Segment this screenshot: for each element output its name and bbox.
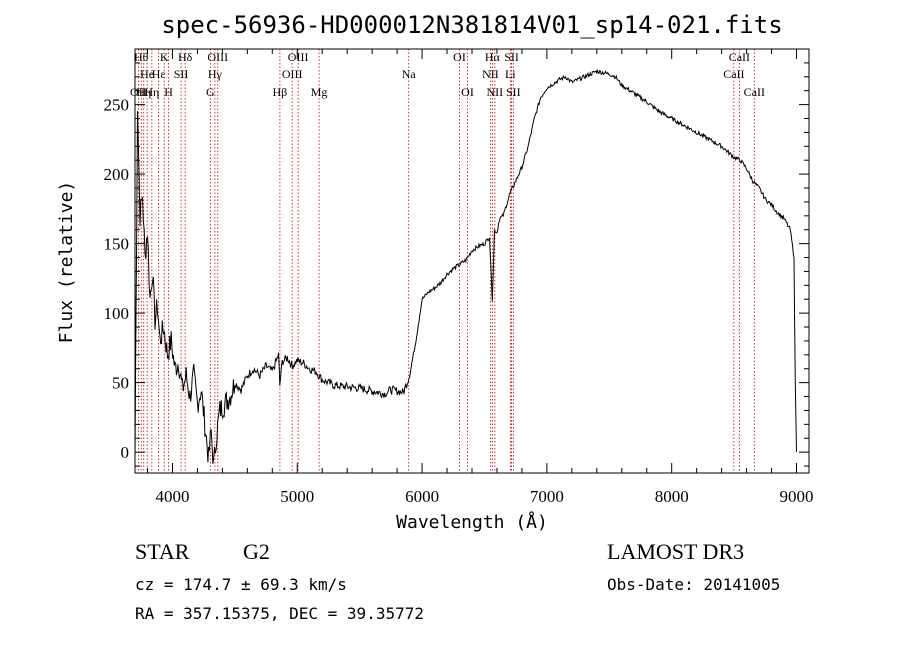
line-marker-label: OIII	[282, 67, 303, 81]
line-marker-label: NII	[482, 67, 499, 81]
line-marker-label: H	[164, 85, 173, 99]
line-marker-label: CaII	[723, 67, 744, 81]
line-marker-label: Hη	[144, 85, 159, 99]
spectrum-series-line	[134, 68, 797, 464]
line-marker-label: OII	[130, 85, 147, 99]
line-marker-label: OIII	[288, 50, 309, 64]
line-marker-label: OI	[453, 50, 466, 64]
line-marker-label: K	[160, 50, 169, 64]
line-marker-label: Li	[505, 67, 516, 81]
line-marker-label: CaII	[744, 85, 765, 99]
spectral-line-markers	[137, 49, 755, 473]
observation-date: Obs-Date: 20141005	[607, 575, 780, 594]
line-marker-label: NII	[487, 85, 504, 99]
line-marker-label: Hγ	[208, 67, 223, 81]
y-tick-label: 200	[104, 165, 130, 184]
y-axis-label: Flux (relative)	[56, 181, 77, 344]
y-tick-label: 0	[121, 443, 130, 462]
redshift-velocity: cz = 174.7 ± 69.3 km/s	[135, 575, 347, 594]
x-tick-label: 9000	[780, 487, 814, 506]
line-marker-label: Hε	[152, 67, 166, 81]
object-class: STAR	[135, 539, 190, 564]
line-marker-label: G	[206, 85, 215, 99]
survey-name: LAMOST DR3	[607, 539, 744, 564]
y-tick-label: 100	[104, 304, 130, 323]
line-marker-label: Na	[402, 67, 417, 81]
line-marker-label: Hβ	[273, 85, 288, 99]
line-marker-label: SII	[504, 50, 519, 64]
y-tick-label: 250	[104, 96, 130, 115]
line-marker-label: CaII	[729, 50, 750, 64]
line-marker-label: Hα	[485, 50, 501, 64]
x-tick-label: 8000	[655, 487, 689, 506]
chart-title: spec-56936-HD000012N381814V01_sp14-021.f…	[161, 11, 782, 39]
line-marker-label: OIII	[207, 50, 228, 64]
line-marker-label: OI	[461, 85, 474, 99]
y-tick-label: 150	[104, 235, 130, 254]
x-axis-label: Wavelength (Å)	[396, 511, 548, 533]
object-subclass: G2	[243, 539, 270, 564]
y-axis: 0 50 100 150 200 250	[104, 62, 809, 467]
line-marker-label: Hθ	[134, 50, 149, 64]
y-tick-label: 50	[112, 374, 129, 393]
line-marker-label: Hδ	[178, 50, 193, 64]
x-tick-label: 5000	[280, 487, 314, 506]
sky-coordinates: RA = 357.15375, DEC = 39.35772	[135, 604, 424, 623]
line-marker-label: He	[140, 67, 154, 81]
x-tick-label: 7000	[530, 487, 564, 506]
line-marker-label: Hη	[136, 85, 151, 99]
plot-frame	[134, 48, 810, 474]
line-marker-label: SII	[506, 85, 521, 99]
line-marker-label: Mg	[311, 85, 328, 99]
x-tick-label: 4000	[155, 487, 189, 506]
spectral-line-labels: OIIHθHηHeHηHεKHSIIHδGHγOIIIHβOIIIOIIIMgN…	[130, 50, 765, 99]
x-axis: 4000 5000 6000 7000 8000 9000	[146, 49, 814, 506]
x-tick-label: 6000	[405, 487, 439, 506]
line-marker-label: SII	[174, 67, 189, 81]
